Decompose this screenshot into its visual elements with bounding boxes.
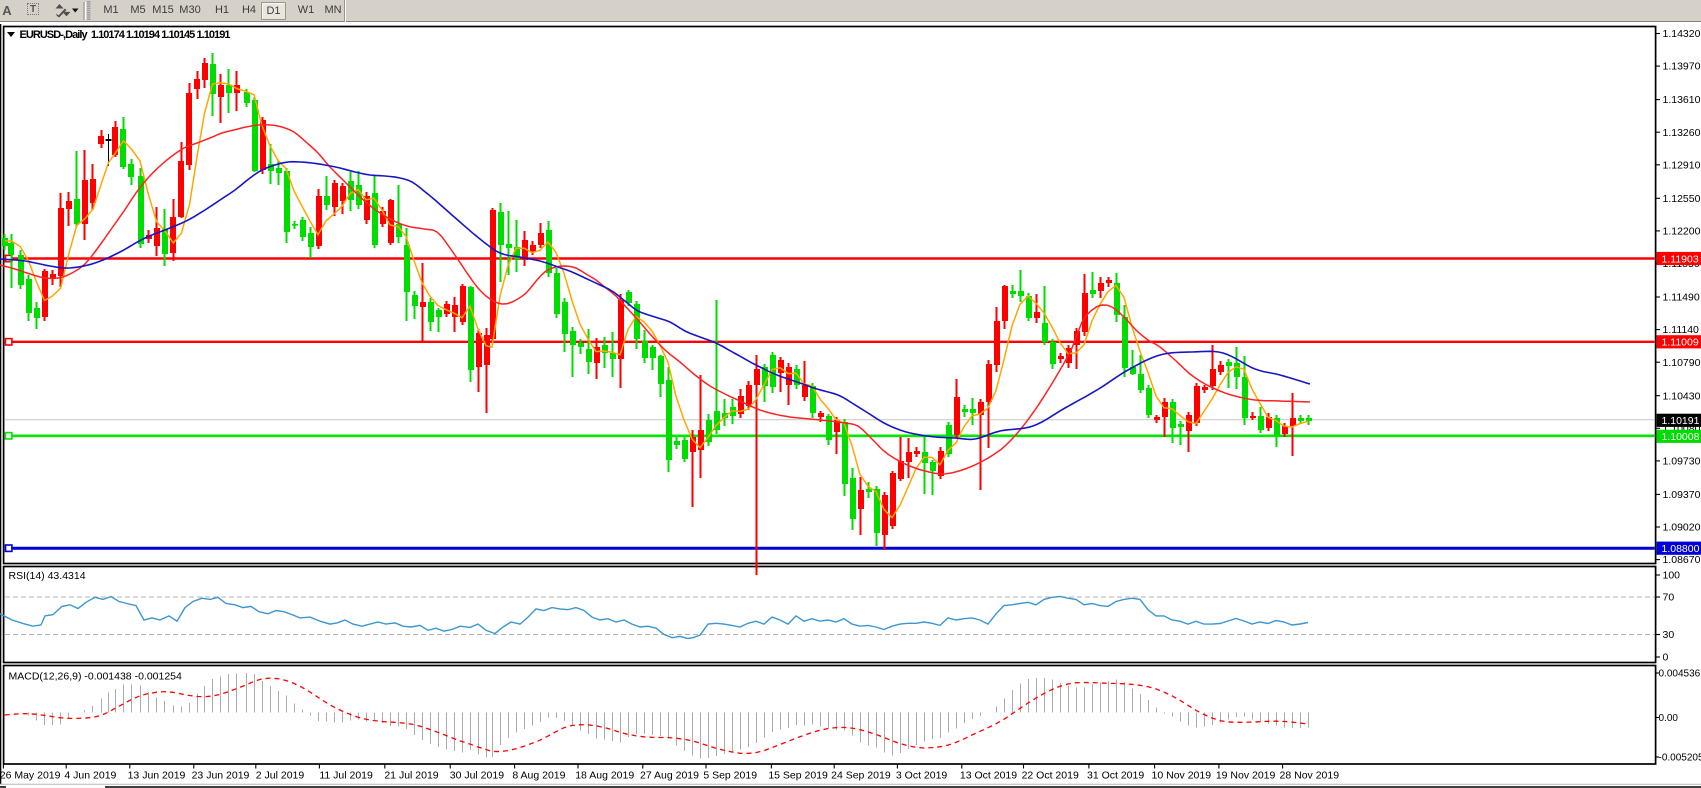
svg-text:26 May 2019: 26 May 2019: [0, 770, 61, 782]
svg-text:1.13970: 1.13970: [1663, 61, 1701, 73]
svg-text:1.09730: 1.09730: [1663, 456, 1701, 468]
svg-text:13 Oct 2019: 13 Oct 2019: [960, 770, 1017, 782]
svg-text:18 Aug 2019: 18 Aug 2019: [575, 770, 634, 782]
svg-text:1.11490: 1.11490: [1663, 292, 1700, 304]
svg-text:30 Jul 2019: 30 Jul 2019: [450, 770, 504, 782]
svg-text:1.08670: 1.08670: [1663, 554, 1701, 566]
svg-text:-0.005205: -0.005205: [1659, 753, 1701, 764]
svg-text:RSI(14) 43.4314: RSI(14) 43.4314: [9, 570, 86, 582]
svg-text:0: 0: [1663, 652, 1669, 664]
svg-text:10 Nov 2019: 10 Nov 2019: [1152, 770, 1212, 782]
svg-text:EURUSD-,Daily 1.10174 1.10194: EURUSD-,Daily 1.10174 1.10194 1.10145 1.…: [20, 29, 231, 41]
svg-text:1.10790: 1.10790: [1663, 357, 1701, 369]
svg-text:5 Sep 2019: 5 Sep 2019: [703, 770, 757, 782]
svg-text:0.00: 0.00: [1659, 713, 1679, 724]
svg-text:MACD(12,26,9) -0.001438 -0.001: MACD(12,26,9) -0.001438 -0.001254: [9, 671, 183, 683]
svg-text:1.10191: 1.10191: [1662, 415, 1700, 427]
svg-text:1.09370: 1.09370: [1663, 489, 1701, 501]
svg-text:1.12550: 1.12550: [1663, 193, 1701, 205]
svg-text:21 Jul 2019: 21 Jul 2019: [384, 770, 438, 782]
svg-text:1.14320: 1.14320: [1663, 28, 1701, 40]
svg-text:31 Oct 2019: 31 Oct 2019: [1087, 770, 1144, 782]
svg-text:100: 100: [1663, 570, 1681, 582]
svg-text:1.12910: 1.12910: [1663, 159, 1701, 171]
svg-text:1.13260: 1.13260: [1663, 127, 1701, 139]
svg-text:4 Jun 2019: 4 Jun 2019: [64, 770, 116, 782]
svg-text:11 Jul 2019: 11 Jul 2019: [319, 770, 373, 782]
svg-text:1.13610: 1.13610: [1663, 94, 1701, 106]
svg-text:28 Nov 2019: 28 Nov 2019: [1280, 770, 1340, 782]
svg-text:1.10008: 1.10008: [1662, 431, 1700, 443]
svg-text:27 Aug 2019: 27 Aug 2019: [640, 770, 699, 782]
svg-text:1.11140: 1.11140: [1663, 324, 1700, 336]
svg-text:2 Jul 2019: 2 Jul 2019: [256, 770, 305, 782]
svg-text:30: 30: [1663, 629, 1675, 641]
svg-text:1.11903: 1.11903: [1662, 253, 1699, 265]
svg-text:8 Aug 2019: 8 Aug 2019: [512, 770, 565, 782]
svg-text:1.12200: 1.12200: [1663, 226, 1701, 238]
svg-text:1.08800: 1.08800: [1662, 543, 1700, 555]
svg-text:0.004536: 0.004536: [1659, 669, 1701, 680]
svg-text:1.10430: 1.10430: [1663, 390, 1701, 402]
svg-text:70: 70: [1663, 592, 1675, 604]
svg-text:3 Oct 2019: 3 Oct 2019: [896, 770, 948, 782]
svg-text:1.11009: 1.11009: [1662, 337, 1699, 349]
svg-text:23 Jun 2019: 23 Jun 2019: [192, 770, 250, 782]
svg-text:13 Jun 2019: 13 Jun 2019: [128, 770, 186, 782]
svg-text:19 Nov 2019: 19 Nov 2019: [1216, 770, 1276, 782]
svg-text:22 Oct 2019: 22 Oct 2019: [1022, 770, 1079, 782]
svg-text:24 Sep 2019: 24 Sep 2019: [831, 770, 891, 782]
svg-text:1.09020: 1.09020: [1663, 522, 1701, 534]
svg-text:15 Sep 2019: 15 Sep 2019: [768, 770, 828, 782]
